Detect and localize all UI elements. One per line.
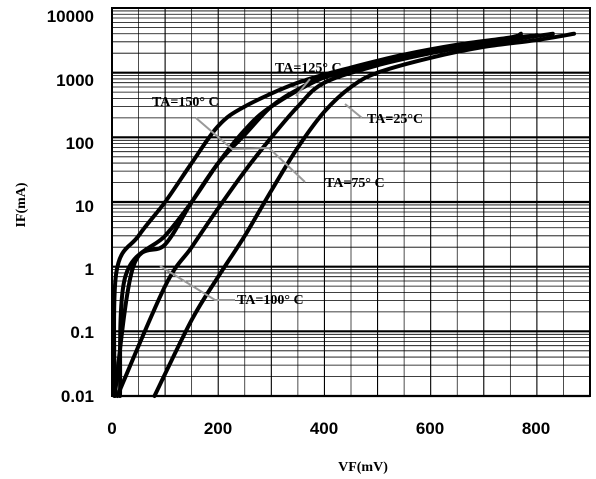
y-tick-label: 0.01 <box>61 387 94 406</box>
y-tick-label: 1000 <box>56 71 94 90</box>
annotation-label: TA=100° C <box>237 293 304 308</box>
series-line-4 <box>115 31 555 398</box>
y-tick-label: 10 <box>75 197 94 216</box>
x-axis-title: VF(mV) <box>338 460 388 475</box>
annotation-leader <box>159 265 235 301</box>
y-tick-label: 100 <box>66 134 94 153</box>
annotation-label: TA=25°C <box>367 112 423 127</box>
x-tick-label: 0 <box>107 419 116 438</box>
annotation-label: TA=75° C <box>325 176 385 191</box>
y-axis-title: IF(mA) <box>14 182 29 227</box>
series-line-5 <box>152 31 577 398</box>
annotation-leader <box>195 117 306 183</box>
annotation-leader <box>295 78 311 97</box>
annotation-leader <box>344 103 363 119</box>
series-line-3 <box>112 33 539 398</box>
x-tick-label: 400 <box>310 419 338 438</box>
x-tick-label: 600 <box>416 419 444 438</box>
x-tick-label: 200 <box>204 419 232 438</box>
y-tick-label: 0.1 <box>70 323 94 342</box>
annotation-label: TA=125° C <box>275 61 342 76</box>
axes <box>111 7 591 397</box>
plot-frame <box>111 7 591 397</box>
y-tick-label: 1 <box>85 260 94 279</box>
grid <box>111 8 591 398</box>
x-tick-label: 800 <box>522 419 550 438</box>
annotations <box>159 78 363 301</box>
series-layer <box>112 31 577 398</box>
y-tick-label: 10000 <box>47 7 94 26</box>
annotation-label: TA=150° C <box>152 95 219 110</box>
